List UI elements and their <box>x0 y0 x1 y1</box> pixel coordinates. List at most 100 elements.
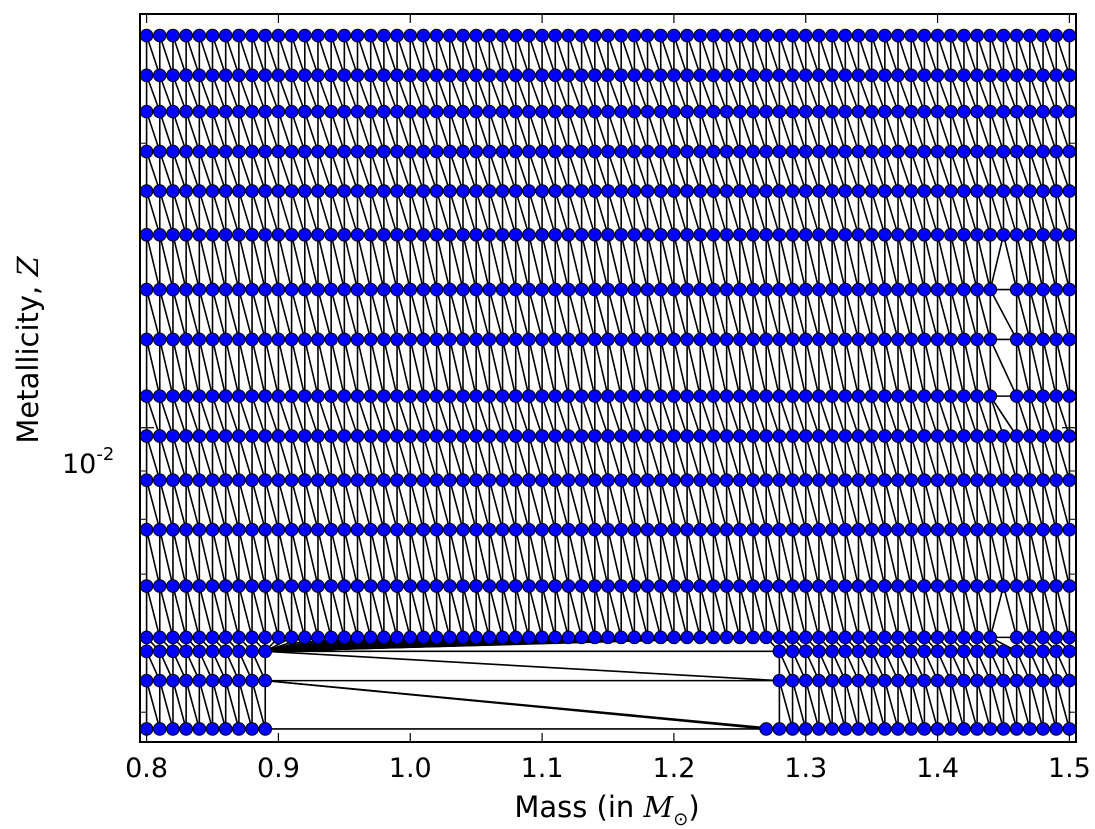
data-point <box>1009 28 1024 43</box>
mesh-edge <box>449 479 464 530</box>
mesh-edge <box>462 435 477 481</box>
mesh-edge <box>198 190 214 236</box>
mesh-edge <box>409 289 425 340</box>
data-point <box>574 228 589 242</box>
mesh-edge <box>989 395 1005 437</box>
mesh-edge <box>1055 289 1071 340</box>
mesh-edge <box>462 395 477 437</box>
data-point <box>1049 522 1064 537</box>
data-point <box>970 282 984 297</box>
mesh-edge <box>936 35 952 76</box>
data-point <box>152 722 167 736</box>
data-point <box>943 429 958 443</box>
data-point <box>245 673 259 688</box>
data-point <box>443 282 457 297</box>
mesh-edge <box>870 339 886 397</box>
data-point <box>522 332 536 347</box>
mesh-edge <box>897 190 912 236</box>
mesh-edge <box>304 190 319 236</box>
data-point <box>693 429 708 443</box>
mesh-edge <box>528 190 543 236</box>
data-point <box>1062 184 1077 198</box>
data-point <box>851 473 866 487</box>
data-point <box>653 579 668 593</box>
mesh-edge <box>277 234 293 290</box>
mesh-edge <box>712 395 728 437</box>
mesh-edge <box>778 680 794 730</box>
data-point <box>957 429 971 443</box>
data-point <box>350 228 365 242</box>
data-point <box>943 473 958 487</box>
data-point <box>1049 144 1064 159</box>
mesh-edge <box>620 111 636 152</box>
plot-frame <box>139 13 1077 743</box>
data-point <box>258 68 273 83</box>
data-point <box>271 144 286 159</box>
data-point <box>205 389 220 403</box>
mesh-edge <box>554 35 570 76</box>
mesh-edge <box>317 529 332 587</box>
data-point <box>614 282 628 297</box>
mesh-edge <box>857 190 873 236</box>
data-point <box>733 522 747 537</box>
mesh-edge <box>1002 585 1018 638</box>
mesh-edge <box>686 585 702 638</box>
mesh-edge <box>646 289 662 340</box>
mesh-edge <box>185 234 201 290</box>
mesh-edge <box>265 650 780 682</box>
mesh-edge <box>752 111 767 152</box>
data-point <box>640 104 655 119</box>
data-point <box>812 473 826 487</box>
data-point <box>785 104 800 119</box>
data-point <box>218 332 233 347</box>
data-point <box>653 473 668 487</box>
mesh-edge <box>712 585 728 638</box>
data-point <box>574 473 589 487</box>
mesh-edge <box>317 190 332 236</box>
data-point <box>245 228 259 242</box>
mesh-edge <box>857 35 873 76</box>
data-point <box>706 144 721 159</box>
mesh-edge <box>198 395 214 437</box>
data-point <box>377 473 391 487</box>
data-point <box>680 282 694 297</box>
mesh-edge <box>594 151 609 192</box>
data-point <box>548 28 563 43</box>
data-point <box>456 389 470 403</box>
data-point <box>1036 184 1050 198</box>
mesh-edge <box>712 151 728 192</box>
data-point <box>363 68 378 83</box>
mesh-edge <box>1015 35 1031 76</box>
data-point <box>152 68 167 83</box>
mesh-edge <box>158 339 174 397</box>
data-point <box>574 630 589 645</box>
mesh-edge <box>633 529 649 587</box>
data-point <box>1049 184 1064 198</box>
data-point <box>864 473 879 487</box>
mesh-edge <box>620 435 636 481</box>
data-point <box>508 579 523 593</box>
mesh-edge <box>172 585 187 638</box>
data-point <box>878 228 892 242</box>
mesh-edge <box>475 585 491 638</box>
data-point <box>772 722 787 736</box>
mesh-edge <box>224 289 240 340</box>
data-point <box>891 228 905 242</box>
mesh-edge <box>686 435 702 481</box>
data-point <box>733 104 747 119</box>
data-point <box>324 332 338 347</box>
data-point <box>785 722 800 736</box>
mesh-edge <box>224 111 240 152</box>
mesh-edge <box>185 395 201 437</box>
mesh-edge <box>870 529 886 587</box>
mesh-edge <box>884 35 899 76</box>
mesh-edge <box>976 35 992 76</box>
mesh-edge <box>1042 339 1058 397</box>
mesh-edge <box>804 479 820 530</box>
data-point <box>429 473 444 487</box>
data-point <box>601 68 615 83</box>
data-point <box>522 630 536 645</box>
data-point <box>152 332 167 347</box>
data-point <box>337 429 352 443</box>
data-point <box>917 630 932 645</box>
